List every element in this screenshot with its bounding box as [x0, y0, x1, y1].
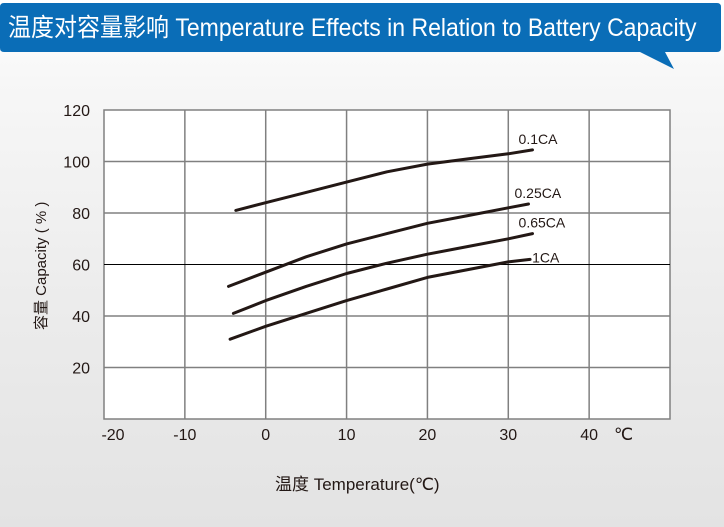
y-tick-label: 40	[72, 309, 90, 326]
banner-bubble	[0, 3, 721, 69]
y-axis-title: 容量 Capacity ( % )	[33, 202, 50, 330]
series-line-1CA	[228, 257, 532, 341]
x-tick-label: 40	[580, 427, 598, 444]
series-label: 0.25CA	[515, 185, 562, 201]
y-tick-label: 100	[63, 155, 90, 172]
page-title: 温度对容量影响 Temperature Effects in Relation …	[8, 14, 697, 42]
x-tick-label: 0	[261, 427, 270, 444]
y-tick-label: 20	[72, 361, 90, 378]
series-label: 1CA	[532, 249, 560, 265]
tick-labels: -20 -10 0 10 20 30 40 20 40 60 80 100 120	[63, 103, 598, 444]
x-tick-label: 10	[338, 427, 356, 444]
x-tick-label: -20	[101, 427, 124, 444]
y-tick-label: 60	[72, 258, 90, 275]
y-tick-label: 80	[72, 206, 90, 223]
title-banner	[0, 3, 721, 69]
series-lines: 0.1CA 0.25CA 0.65CA 1CA	[227, 131, 566, 341]
y-tick-label: 120	[63, 103, 90, 120]
x-tick-label: 20	[419, 427, 437, 444]
series-label: 0.65CA	[519, 215, 566, 231]
x-axis-title: 温度 Temperature(℃)	[275, 475, 440, 494]
x-unit-label: ℃	[614, 425, 633, 444]
series-line-0.1CA	[234, 148, 534, 212]
series-label: 0.1CA	[519, 131, 559, 147]
series-line-0.65CA	[231, 232, 534, 315]
x-tick-label: 30	[499, 427, 517, 444]
x-tick-label: -10	[173, 427, 196, 444]
series-line-0.25CA	[227, 202, 530, 288]
